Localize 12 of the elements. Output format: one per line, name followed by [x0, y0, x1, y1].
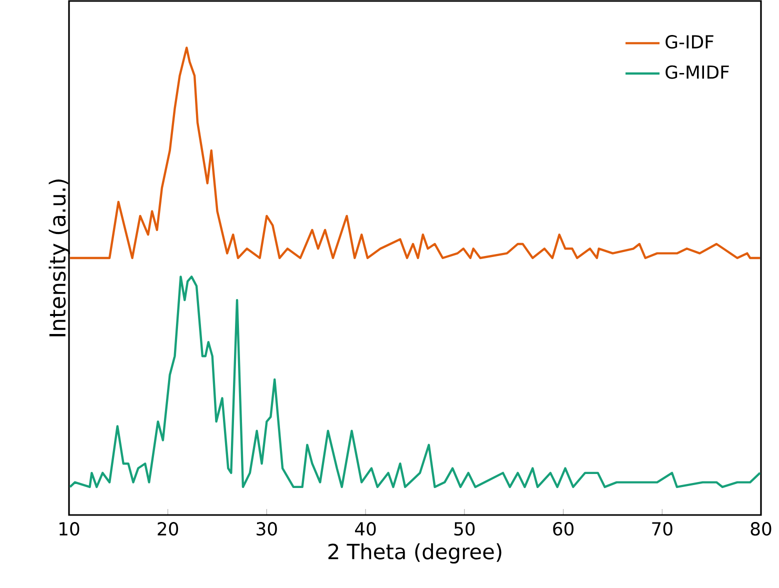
- x-tick-label: 60: [553, 522, 574, 536]
- x-tick-label: 40: [355, 522, 376, 536]
- x-tick-label: 10: [60, 522, 80, 536]
- legend-label: G-MIDF: [666, 65, 729, 79]
- x-tick-label: 50: [454, 522, 475, 536]
- x-tick-label: 30: [256, 522, 277, 536]
- x-tick-label: 70: [652, 522, 672, 536]
- legend-label: G-IDF: [666, 35, 714, 49]
- x-tick-label: 20: [158, 522, 178, 536]
- y-axis-title: Intensity (a.u.): [48, 180, 70, 336]
- x-axis-title: 2 Theta (degree): [328, 543, 502, 564]
- x-tick-label: 80: [750, 522, 772, 536]
